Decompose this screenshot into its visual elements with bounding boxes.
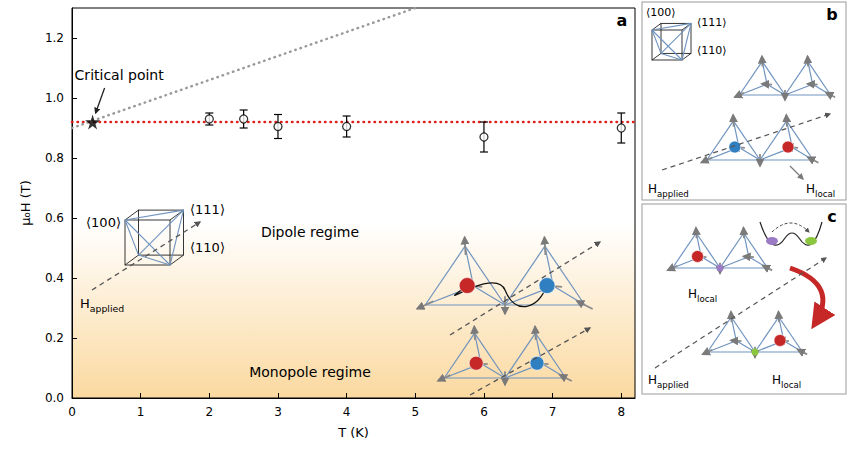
svg-text:6: 6 xyxy=(480,405,488,419)
svg-text:a: a xyxy=(617,11,628,30)
svg-text:0.6: 0.6 xyxy=(45,211,64,225)
svg-text:4: 4 xyxy=(343,405,351,419)
svg-text:1.2: 1.2 xyxy=(45,31,64,45)
svg-text:⟨100⟩: ⟨100⟩ xyxy=(86,215,121,230)
svg-text:Critical point: Critical point xyxy=(75,67,165,83)
svg-text:⟨111⟩: ⟨111⟩ xyxy=(190,202,225,217)
svg-text:8: 8 xyxy=(617,405,625,419)
svg-text:c: c xyxy=(827,207,836,226)
svg-text:b: b xyxy=(826,5,837,24)
svg-text:5: 5 xyxy=(411,405,419,419)
svg-text:⟨110⟩: ⟨110⟩ xyxy=(697,44,727,57)
svg-text:2: 2 xyxy=(205,405,213,419)
svg-text:Happlied: Happlied xyxy=(80,296,124,314)
svg-text:Hlocal: Hlocal xyxy=(806,182,835,199)
svg-text:0.2: 0.2 xyxy=(45,331,64,345)
svg-text:7: 7 xyxy=(549,405,557,419)
svg-text:Happlied: Happlied xyxy=(648,182,689,199)
svg-text:0.8: 0.8 xyxy=(45,151,64,165)
svg-text:3: 3 xyxy=(274,405,282,419)
svg-text:1.0: 1.0 xyxy=(45,91,64,105)
svg-text:T (K): T (K) xyxy=(337,425,369,440)
svg-text:⟨111⟩: ⟨111⟩ xyxy=(697,16,727,29)
svg-text:⟨100⟩: ⟨100⟩ xyxy=(646,6,676,19)
svg-text:0.4: 0.4 xyxy=(45,271,64,285)
svg-text:0.0: 0.0 xyxy=(45,391,64,405)
svg-text:0: 0 xyxy=(68,405,76,419)
svg-text:Dipole regime: Dipole regime xyxy=(261,224,359,240)
svg-text:1: 1 xyxy=(137,405,145,419)
svg-text:Hlocal: Hlocal xyxy=(772,373,801,390)
svg-text:Monopole regime: Monopole regime xyxy=(249,364,371,380)
svg-text:Hlocal: Hlocal xyxy=(688,287,717,304)
svg-text:⟨110⟩: ⟨110⟩ xyxy=(190,240,225,255)
svg-text:μ₀H (T): μ₀H (T) xyxy=(18,180,33,225)
svg-text:Happlied: Happlied xyxy=(648,373,689,390)
